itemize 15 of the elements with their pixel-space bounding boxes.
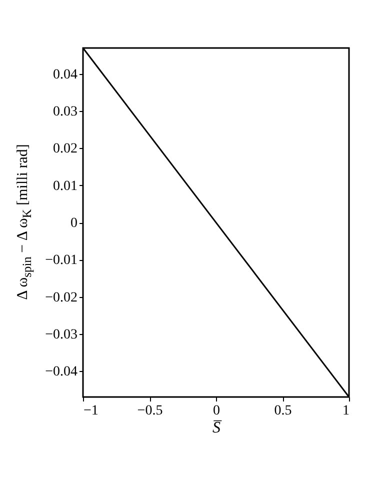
y-tick-label: −0.03 <box>45 327 78 342</box>
y-tick-label: −0.02 <box>45 290 78 306</box>
y-tick-label: 0.03 <box>53 104 78 120</box>
y-tick-label: 0 <box>70 216 78 231</box>
x-tick-label: 0.5 <box>274 404 292 418</box>
y-tick-label: −0.01 <box>45 253 78 268</box>
y-tick-label: 0.01 <box>53 178 78 194</box>
y-tick-label: −0.04 <box>45 364 78 380</box>
x-tick-label: 1 <box>342 404 350 418</box>
x-tick-label: −0.5 <box>137 404 163 418</box>
x-tick-label: −1 <box>84 404 98 418</box>
x-tick-label: 0 <box>213 404 220 418</box>
y-tick-label: 0.04 <box>53 67 78 82</box>
y-tick-label: 0.02 <box>53 142 78 157</box>
x-axis-title: S̅ <box>212 419 222 436</box>
